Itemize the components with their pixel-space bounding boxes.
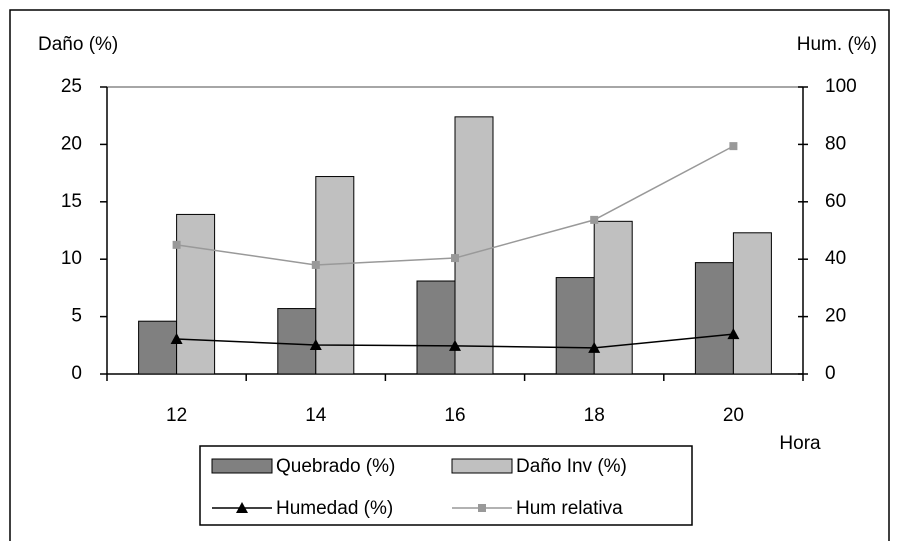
x-tick-label: 12 (166, 405, 187, 426)
x-tick-label: 20 (723, 405, 744, 426)
bar (694, 262, 734, 375)
point (449, 339, 461, 351)
point (172, 240, 181, 249)
x-tick-label: 18 (584, 405, 605, 426)
chart-frame (9, 9, 890, 541)
y-tick-label: 15 (61, 191, 82, 212)
bar (176, 213, 216, 375)
point (727, 328, 740, 340)
legend-label: Humedad (%) (276, 498, 393, 519)
bar (732, 232, 772, 375)
x-axis-title: Hora (779, 433, 821, 454)
bar (555, 277, 595, 375)
legend-label: Quebrado (%) (276, 456, 395, 477)
point (729, 142, 738, 151)
y2-tick-label: 0 (825, 363, 836, 384)
y-tick-label: 25 (61, 76, 82, 97)
y-tick-label: 0 (71, 363, 82, 384)
y-tick-label: 20 (61, 133, 82, 154)
legend-marker (236, 502, 248, 513)
point (588, 341, 601, 353)
bar (277, 308, 317, 375)
x-tick-label: 14 (305, 405, 327, 426)
y-tick-label: 10 (61, 248, 82, 269)
y2-tick-label: 60 (825, 191, 846, 212)
legend (199, 445, 693, 526)
point (590, 215, 599, 224)
y2-tick-label: 40 (825, 248, 846, 269)
point (311, 260, 320, 269)
bar (416, 280, 456, 375)
y2-axis-title: Hum. (%) (797, 34, 877, 55)
bar (315, 176, 355, 375)
legend-label: Hum relativa (516, 498, 623, 519)
y2-tick-label: 100 (825, 76, 857, 97)
x-tick-label: 16 (444, 405, 465, 426)
legend-swatch (211, 458, 273, 474)
legend-swatch (451, 458, 513, 474)
point (309, 339, 322, 351)
legend-marker (478, 504, 486, 512)
y2-tick-label: 20 (825, 306, 846, 327)
bar (138, 320, 178, 375)
y-tick-label: 5 (71, 306, 82, 327)
point (451, 254, 459, 263)
bar (454, 116, 494, 375)
bar (593, 220, 633, 375)
y2-tick-label: 80 (825, 133, 846, 154)
legend-label: Daño Inv (%) (516, 456, 627, 477)
point (170, 332, 183, 344)
y-axis-title: Daño (%) (38, 34, 118, 55)
